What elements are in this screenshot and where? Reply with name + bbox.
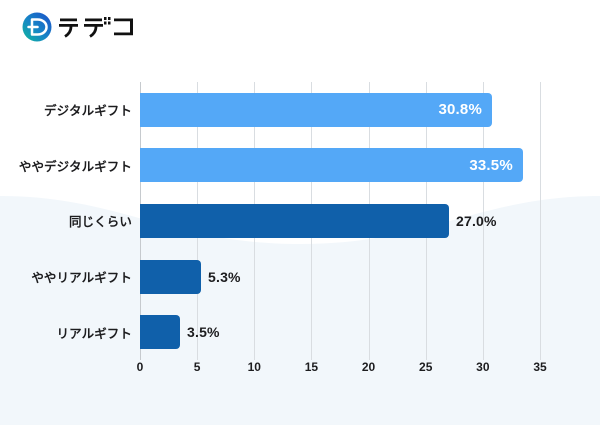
bar-value-digital-gift: 30.8% [438, 101, 482, 119]
bar-about-same[interactable] [140, 203, 449, 238]
bar-somewhat-real[interactable] [140, 259, 201, 294]
gridline-35 [540, 82, 541, 360]
category-label-somewhat-real: ややリアルギフト [31, 271, 132, 286]
bar-row-digital-gift[interactable]: 30.8% [140, 82, 540, 138]
bar-value-somewhat-real: 5.3% [208, 268, 241, 285]
category-label-about-same: 同じくらい [68, 215, 132, 230]
category-label-somewhat-digital: ややデジタルギフト [18, 159, 132, 174]
x-tick-35: 35 [533, 360, 547, 374]
bar-value-somewhat-digital: 33.5% [469, 156, 513, 174]
category-axis-labels: デジタルギフト ややデジタルギフト 同じくらい ややリアルギフト リアルギフト [0, 82, 132, 360]
bar-value-real-gift: 3.5% [187, 324, 220, 341]
bar-value-about-same: 27.0% [456, 212, 497, 229]
x-tick-25: 25 [419, 360, 433, 374]
bar-somewhat-digital[interactable]: 33.5% [140, 148, 523, 183]
x-tick-15: 15 [304, 360, 319, 374]
digico-wordmark [59, 17, 133, 38]
x-tick-30: 30 [476, 360, 490, 374]
digico-circle-d-icon [22, 12, 52, 42]
category-label-digital-gift: デジタルギフト [44, 104, 132, 119]
bar-digital-gift[interactable]: 30.8% [140, 92, 492, 127]
bar-chart: デジタルギフト ややデジタルギフト 同じくらい ややリアルギフト リアルギフト [0, 66, 600, 376]
bar-rows: 30.8% 33.5% 27.0% 5.3% [140, 82, 540, 360]
x-tick-0: 0 [136, 360, 144, 374]
bar-row-somewhat-real[interactable]: 5.3% [140, 249, 540, 305]
x-axis-ticks: 0 5 10 15 20 25 30 35 [136, 360, 547, 382]
category-label-real-gift: リアルギフト [56, 326, 132, 341]
brand-logo [22, 12, 135, 42]
x-tick-5: 5 [193, 360, 201, 374]
bar-row-real-gift[interactable]: 3.5% [140, 304, 540, 360]
bar-row-somewhat-digital[interactable]: 33.5% [140, 138, 540, 194]
x-tick-10: 10 [247, 360, 261, 374]
x-tick-20: 20 [361, 360, 376, 374]
bar-real-gift[interactable] [140, 315, 180, 350]
bar-row-about-same[interactable]: 27.0% [140, 193, 540, 249]
plot-area: 30.8% 33.5% 27.0% 5.3% [140, 82, 541, 371]
